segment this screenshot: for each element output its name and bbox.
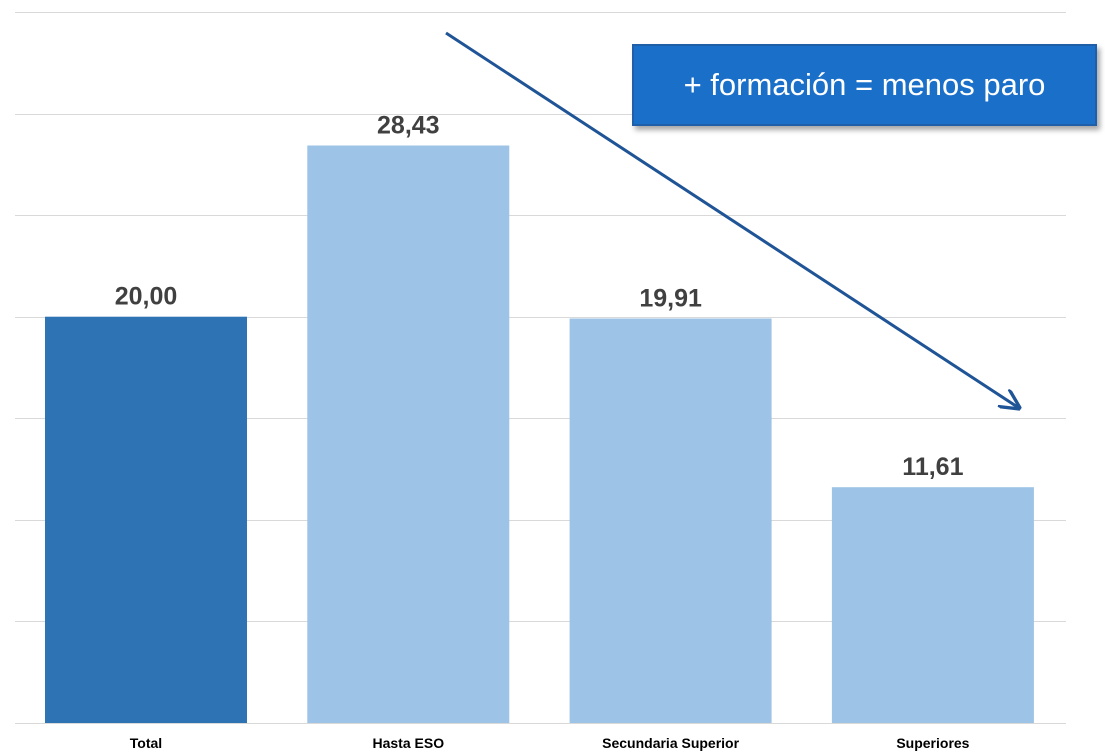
category-label: Secundaria Superior bbox=[602, 735, 739, 751]
bar-total bbox=[45, 316, 247, 723]
data-label: 19,91 bbox=[639, 285, 702, 313]
trend-arrow bbox=[445, 31, 1019, 408]
category-labels: Total Hasta ESO Secundaria Superior Superio… bbox=[130, 735, 970, 751]
category-label: Superiores bbox=[896, 735, 969, 751]
category-label: Total bbox=[130, 735, 162, 751]
data-label: 20,00 bbox=[115, 283, 178, 311]
data-label: 28,43 bbox=[377, 112, 440, 140]
bar-hasta-eso bbox=[307, 145, 510, 723]
bar-superiores bbox=[831, 487, 1034, 723]
annotation-callout: + formación = menos paro bbox=[632, 44, 1097, 126]
bar-secundaria-superior bbox=[569, 318, 772, 723]
data-label: 11,61 bbox=[902, 453, 963, 481]
bars bbox=[45, 145, 1034, 723]
data-labels: 20,00 28,43 19,91 11,61 bbox=[115, 112, 964, 482]
category-label: Hasta ESO bbox=[373, 735, 445, 751]
